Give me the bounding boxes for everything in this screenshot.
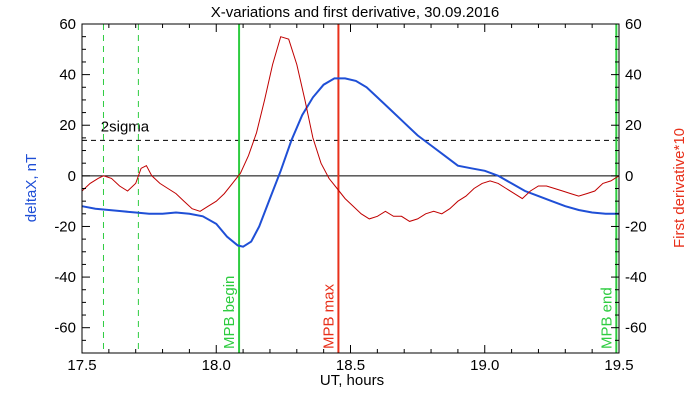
reference-line-label: 2sigma: [101, 118, 150, 135]
x-axis-title: UT, hours: [320, 372, 384, 389]
y-tick-label-left: -40: [54, 269, 76, 286]
y-tick-label-left: 40: [59, 67, 76, 84]
y-tick-label-left: 0: [68, 168, 76, 185]
y-tick-label-right: 60: [625, 16, 642, 33]
x-tick-label: 19.5: [604, 357, 633, 374]
y-tick-label-right: 20: [625, 117, 642, 134]
chart-title: X-variations and first derivative, 30.09…: [211, 4, 500, 21]
series-line-1: [81, 36, 620, 222]
y-tick-label-left: 20: [59, 117, 76, 134]
x-tick-label: 19.0: [470, 357, 499, 374]
y-tick-label-right: 0: [625, 168, 633, 185]
marker-label-3: MPB max: [320, 283, 337, 349]
y-tick-label-left: 60: [59, 16, 76, 33]
y-axis-title-right: First derivative*10: [671, 128, 688, 248]
marker-label-4: MPB end: [598, 287, 615, 349]
x-tick-label: 17.5: [67, 357, 96, 374]
y-tick-label-right: -40: [625, 269, 647, 286]
y-tick-label-left: -60: [54, 320, 76, 337]
x-tick-label: 18.5: [336, 357, 365, 374]
series-line-0: [81, 77, 619, 248]
y-axis-title-left: deltaX, nT: [23, 154, 40, 222]
y-tick-label-right: 40: [625, 67, 642, 84]
plot-frame: [81, 23, 620, 354]
y-tick-label-right: -20: [625, 218, 647, 235]
x-tick-label: 18.0: [202, 357, 231, 374]
y-tick-label-right: -60: [625, 320, 647, 337]
marker-label-2: MPB begin: [221, 276, 238, 349]
plot-area: 2sigma MPB begin MPB max MPB end 17.5 18.0 18.…: [54, 16, 646, 374]
y-tick-label-left: -20: [54, 218, 76, 235]
